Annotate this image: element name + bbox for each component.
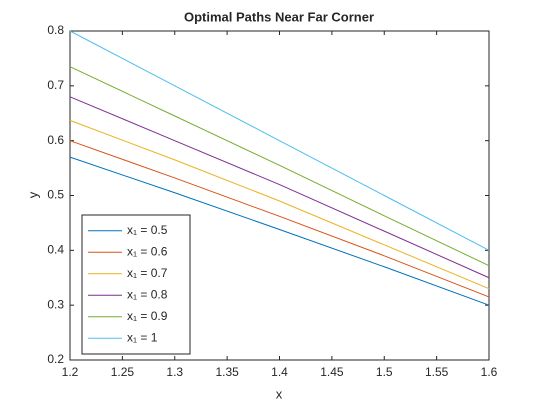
legend-box [81, 214, 191, 355]
x-tick-label: 1.3 [166, 365, 183, 379]
y-tick-label: 0.6 [47, 133, 64, 147]
x-axis-label: x [276, 386, 283, 401]
y-axis-label: y [25, 191, 40, 198]
x-tick-label: 1.55 [425, 365, 449, 379]
series-line [69, 140, 490, 298]
x-tick-label: 1.4 [271, 365, 288, 379]
series-line [69, 119, 490, 290]
series-line [69, 96, 490, 279]
legend-label: x₁ = 1 [127, 330, 158, 344]
y-tick-label: 0.2 [47, 352, 64, 366]
y-tick-label: 0.4 [47, 243, 64, 257]
chart-title: Optimal Paths Near Far Corner [184, 9, 374, 24]
x-tick-label: 1.2 [62, 365, 79, 379]
y-tick-label: 0.7 [47, 78, 64, 92]
legend-label: x₁ = 0.8 [127, 287, 168, 301]
y-tick-label: 0.8 [47, 23, 64, 37]
legend-label: x₁ = 0.9 [127, 309, 168, 323]
series-line [69, 156, 490, 306]
legend-label: x₁ = 0.6 [127, 244, 168, 258]
y-tick-label: 0.3 [47, 297, 64, 311]
x-tick-label: 1.6 [481, 365, 498, 379]
x-tick-label: 1.45 [320, 365, 344, 379]
legend-label: x₁ = 0.5 [127, 223, 168, 237]
series-line [69, 66, 490, 267]
x-tick-label: 1.25 [111, 365, 135, 379]
y-tick-label: 0.5 [47, 188, 64, 202]
legend-label: x₁ = 0.7 [127, 266, 168, 280]
x-tick-label: 1.5 [376, 365, 393, 379]
series-line [69, 30, 490, 251]
x-tick-label: 1.35 [215, 365, 239, 379]
